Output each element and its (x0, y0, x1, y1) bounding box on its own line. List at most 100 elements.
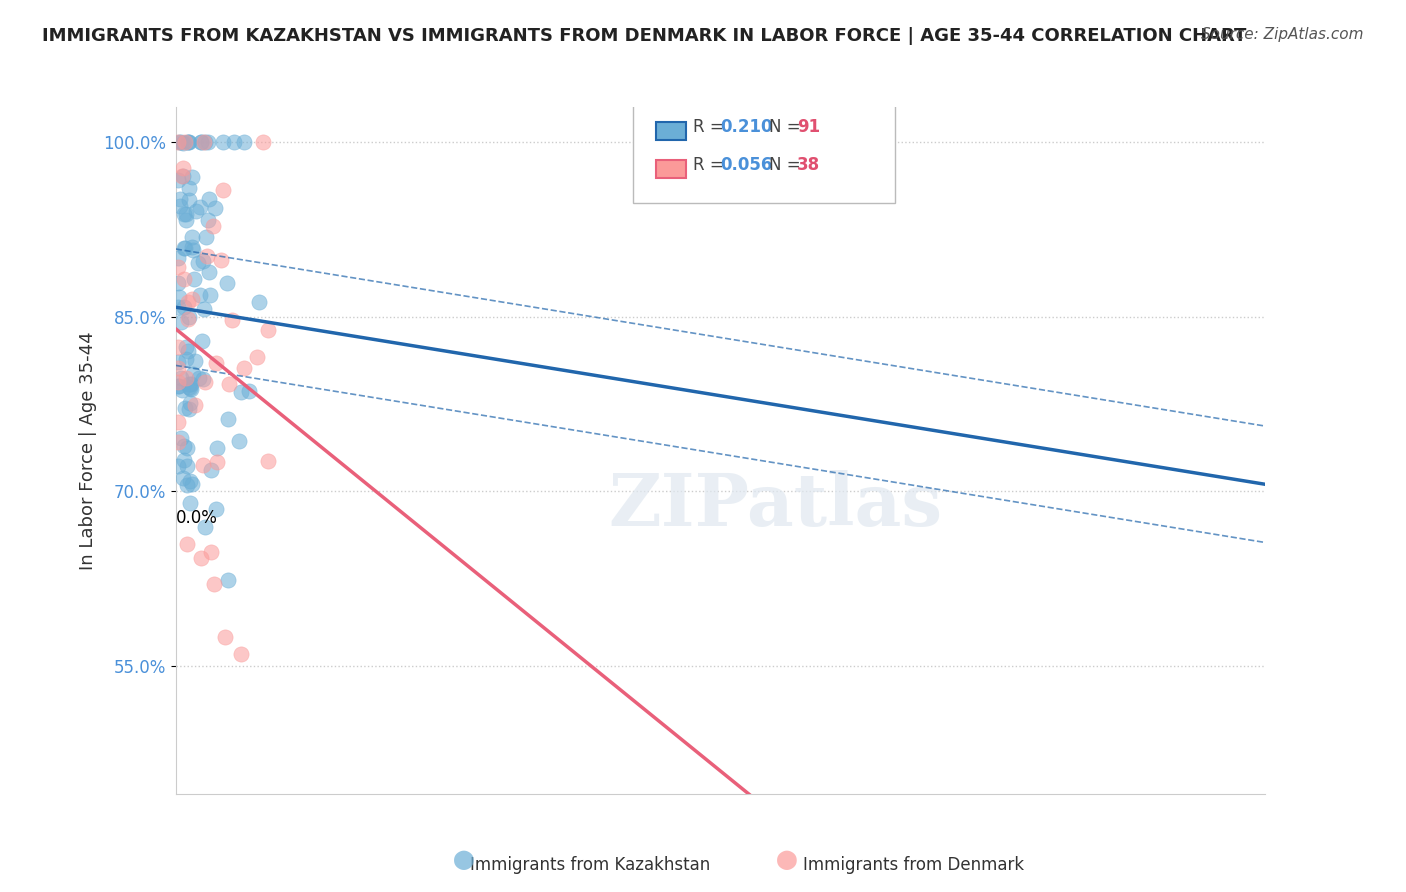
Immigrants from Kazakhstan (184, 204, 207, 219)
Immigrants from Kazakhstan (197, 192, 219, 206)
Immigrants from Kazakhstan (228, 434, 250, 449)
FancyBboxPatch shape (657, 160, 686, 178)
Immigrants from Kazakhstan (212, 135, 235, 149)
Immigrants from Kazakhstan (174, 351, 197, 366)
Immigrants from Kazakhstan (205, 501, 228, 516)
Immigrants from Kazakhstan (188, 371, 211, 385)
Immigrants from Kazakhstan (174, 401, 197, 415)
FancyBboxPatch shape (657, 122, 686, 140)
Immigrants from Kazakhstan (205, 442, 228, 456)
Immigrants from Denmark (231, 647, 253, 661)
Immigrants from Kazakhstan (167, 301, 190, 315)
Immigrants from Kazakhstan (177, 344, 200, 359)
Immigrants from Kazakhstan (179, 310, 201, 324)
Immigrants from Kazakhstan (238, 384, 260, 398)
Immigrants from Kazakhstan (204, 201, 226, 215)
Immigrants from Kazakhstan (180, 229, 202, 244)
Immigrants from Kazakhstan (180, 240, 202, 254)
Immigrants from Kazakhstan (188, 200, 211, 214)
Immigrants from Kazakhstan (193, 254, 215, 268)
Immigrants from Kazakhstan (172, 471, 194, 485)
Immigrants from Kazakhstan (173, 453, 195, 467)
Immigrants from Denmark (172, 161, 194, 176)
Immigrants from Denmark (209, 252, 232, 267)
Text: R =: R = (693, 155, 730, 174)
Immigrants from Denmark (246, 350, 269, 364)
Text: 91: 91 (797, 118, 820, 136)
FancyBboxPatch shape (633, 100, 896, 203)
Immigrants from Denmark (252, 135, 274, 149)
Immigrants from Denmark (205, 455, 228, 469)
Immigrants from Kazakhstan (174, 212, 197, 227)
Text: 0.0%: 0.0% (176, 508, 218, 527)
Text: R =: R = (693, 118, 730, 136)
Y-axis label: In Labor Force | Age 35-44: In Labor Force | Age 35-44 (80, 331, 97, 570)
Immigrants from Kazakhstan (177, 181, 200, 195)
Immigrants from Kazakhstan (179, 396, 201, 410)
Immigrants from Kazakhstan (217, 412, 239, 426)
Immigrants from Kazakhstan (177, 193, 200, 207)
Immigrants from Kazakhstan (176, 441, 198, 455)
Text: 38: 38 (797, 155, 820, 174)
Immigrants from Kazakhstan (173, 439, 195, 453)
Immigrants from Kazakhstan (179, 380, 201, 394)
Text: 0.210: 0.210 (721, 118, 773, 136)
Immigrants from Denmark (218, 377, 240, 392)
Immigrants from Denmark (205, 356, 228, 370)
Immigrants from Kazakhstan (195, 230, 218, 244)
Immigrants from Denmark (177, 311, 200, 326)
Text: ⬤: ⬤ (453, 850, 475, 870)
Immigrants from Kazakhstan (172, 169, 194, 184)
Immigrants from Denmark (193, 135, 215, 149)
Immigrants from Kazakhstan (173, 241, 195, 255)
Immigrants from Kazakhstan (179, 135, 201, 149)
Immigrants from Kazakhstan (167, 355, 190, 369)
Immigrants from Kazakhstan (194, 135, 217, 149)
Immigrants from Denmark (214, 630, 236, 644)
Immigrants from Kazakhstan (187, 255, 209, 269)
Immigrants from Kazakhstan (177, 402, 200, 417)
Immigrants from Denmark (200, 544, 222, 558)
Immigrants from Kazakhstan (167, 251, 190, 265)
Immigrants from Denmark (194, 375, 217, 389)
Immigrants from Kazakhstan (181, 477, 204, 491)
Immigrants from Denmark (167, 135, 190, 149)
Immigrants from Kazakhstan (170, 370, 193, 384)
Immigrants from Kazakhstan (176, 478, 198, 492)
Text: ⬤: ⬤ (776, 850, 799, 870)
Immigrants from Denmark (167, 340, 190, 354)
Text: IMMIGRANTS FROM KAZAKHSTAN VS IMMIGRANTS FROM DENMARK IN LABOR FORCE | AGE 35-44: IMMIGRANTS FROM KAZAKHSTAN VS IMMIGRANTS… (42, 27, 1247, 45)
Text: N =: N = (769, 118, 806, 136)
Immigrants from Kazakhstan (197, 264, 219, 278)
Immigrants from Kazakhstan (188, 287, 211, 301)
Immigrants from Kazakhstan (179, 381, 201, 395)
Immigrants from Kazakhstan (174, 206, 197, 220)
Immigrants from Kazakhstan (173, 300, 195, 314)
Immigrants from Kazakhstan (229, 385, 252, 400)
Immigrants from Denmark (212, 183, 235, 197)
Immigrants from Denmark (167, 361, 190, 376)
Immigrants from Denmark (221, 313, 243, 327)
Text: N =: N = (769, 155, 806, 174)
Immigrants from Denmark (167, 375, 190, 389)
Immigrants from Denmark (167, 260, 190, 275)
Immigrants from Denmark (173, 272, 195, 286)
Immigrants from Kazakhstan (169, 199, 191, 213)
Text: Immigrants from Kazakhstan: Immigrants from Kazakhstan (471, 856, 710, 874)
Immigrants from Denmark (191, 458, 214, 473)
Text: Source: ZipAtlas.com: Source: ZipAtlas.com (1201, 27, 1364, 42)
Immigrants from Denmark (167, 415, 190, 429)
Immigrants from Kazakhstan (200, 287, 222, 301)
Immigrants from Kazakhstan (179, 377, 201, 392)
Immigrants from Kazakhstan (217, 276, 239, 290)
Immigrants from Kazakhstan (222, 135, 245, 149)
Immigrants from Kazakhstan (177, 135, 200, 149)
Immigrants from Denmark (176, 537, 198, 551)
Immigrants from Denmark (174, 371, 197, 385)
Immigrants from Kazakhstan (167, 135, 190, 149)
Immigrants from Kazakhstan (167, 379, 190, 393)
Immigrants from Denmark (202, 219, 225, 234)
Immigrants from Denmark (195, 249, 218, 263)
Immigrants from Kazakhstan (179, 496, 201, 510)
Immigrants from Kazakhstan (181, 243, 204, 257)
